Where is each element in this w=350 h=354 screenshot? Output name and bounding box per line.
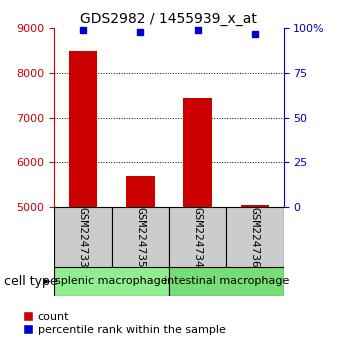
Polygon shape xyxy=(44,279,51,284)
Text: GSM224734: GSM224734 xyxy=(193,207,203,268)
Legend: count, percentile rank within the sample: count, percentile rank within the sample xyxy=(23,312,225,335)
Bar xyxy=(240,205,269,354)
Text: intestinal macrophage: intestinal macrophage xyxy=(163,276,289,286)
Bar xyxy=(169,267,284,296)
Text: GSM224736: GSM224736 xyxy=(250,207,260,268)
Text: cell type: cell type xyxy=(4,275,57,288)
Text: GSM224735: GSM224735 xyxy=(135,207,145,268)
Bar xyxy=(126,176,155,354)
Text: GSM224733: GSM224733 xyxy=(78,207,88,268)
Bar xyxy=(183,98,212,354)
Title: GDS2982 / 1455939_x_at: GDS2982 / 1455939_x_at xyxy=(80,12,257,26)
Text: splenic macrophage: splenic macrophage xyxy=(55,276,168,286)
Bar xyxy=(54,267,169,296)
Bar xyxy=(69,51,97,354)
Bar xyxy=(226,207,284,267)
Bar xyxy=(54,207,112,267)
Bar xyxy=(112,207,169,267)
Bar xyxy=(169,207,226,267)
